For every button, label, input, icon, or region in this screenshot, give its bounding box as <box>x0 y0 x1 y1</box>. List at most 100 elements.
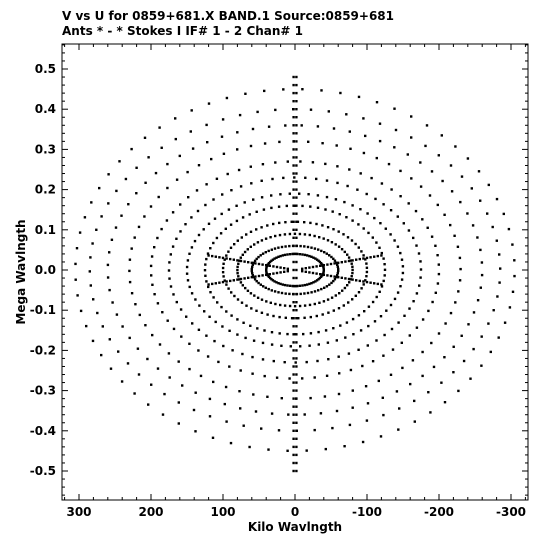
uv-point <box>332 309 335 312</box>
uv-point <box>151 333 154 337</box>
uv-point <box>295 373 298 376</box>
uv-point <box>221 280 225 284</box>
uv-point <box>279 254 282 258</box>
uv-point <box>74 278 77 281</box>
uv-point <box>244 336 247 340</box>
uv-point <box>130 147 133 151</box>
uv-point <box>343 200 346 204</box>
uv-point <box>215 236 219 240</box>
uv-point <box>303 292 306 295</box>
uv-point <box>109 367 113 370</box>
uv-point <box>274 108 277 112</box>
uv-point <box>350 239 354 242</box>
uv-point <box>286 332 289 336</box>
uv-point <box>275 376 279 379</box>
uv-point <box>334 243 337 246</box>
uv-point <box>267 262 271 265</box>
uv-point <box>292 445 295 449</box>
uv-point <box>330 281 333 285</box>
uv-point <box>250 269 253 273</box>
uv-point <box>114 226 118 229</box>
uv-point <box>367 231 370 235</box>
uv-point <box>292 244 295 248</box>
uv-point <box>320 287 323 291</box>
uv-point <box>297 317 300 320</box>
uv-point <box>197 164 201 167</box>
uv-point <box>513 259 516 262</box>
uv-point <box>486 212 489 215</box>
uv-point <box>346 236 350 239</box>
uv-point <box>364 134 367 138</box>
uv-point <box>348 281 351 284</box>
uv-point <box>270 278 273 281</box>
uv-point <box>85 324 88 328</box>
uv-point <box>441 179 444 183</box>
uv-point <box>407 202 410 205</box>
uv-point <box>350 275 353 278</box>
uv-point <box>345 321 349 324</box>
uv-point <box>410 136 413 139</box>
uv-point <box>317 248 320 251</box>
uv-point <box>374 197 377 201</box>
uv-point <box>120 380 124 383</box>
uv-point <box>179 203 182 206</box>
uv-point <box>277 291 280 294</box>
uv-point <box>401 265 405 268</box>
uv-point <box>246 289 250 292</box>
uv-point <box>357 223 360 226</box>
uv-point <box>399 195 402 198</box>
uv-point <box>227 287 230 290</box>
uv-point <box>261 358 265 361</box>
uv-point <box>270 343 274 346</box>
uv-point <box>251 127 255 131</box>
uv-point <box>177 401 180 404</box>
uv-point <box>249 324 252 327</box>
y-tick-label: -0.3 <box>30 384 56 398</box>
uv-point <box>211 254 214 258</box>
uv-point <box>249 144 253 148</box>
uv-point <box>498 253 501 256</box>
uv-point <box>412 236 415 240</box>
uv-point <box>449 223 452 227</box>
uv-point <box>168 261 171 264</box>
uv-point <box>452 371 455 374</box>
uv-point <box>263 329 266 332</box>
uv-point <box>375 101 379 104</box>
uv-point <box>437 332 441 335</box>
uv-point <box>106 263 110 267</box>
uv-point <box>224 227 227 230</box>
uv-point <box>160 146 163 149</box>
uv-point <box>337 230 340 233</box>
uv-point <box>333 275 336 278</box>
uv-point <box>295 429 298 432</box>
uv-point <box>399 251 402 255</box>
uv-point <box>421 374 424 378</box>
uv-point <box>434 291 437 294</box>
uv-point <box>277 282 280 285</box>
uv-point <box>295 357 298 360</box>
uv-point <box>354 242 357 246</box>
uv-point <box>454 301 457 304</box>
uv-point <box>292 188 295 191</box>
uv-point <box>406 153 409 156</box>
uv-point <box>351 219 354 222</box>
uv-point <box>133 392 136 395</box>
uv-point <box>96 311 99 315</box>
uv-point <box>192 408 196 412</box>
uv-point <box>269 236 272 239</box>
uv-point <box>295 228 298 231</box>
uv-point <box>419 161 422 164</box>
y-tick-label: 0.1 <box>35 223 56 237</box>
uv-point <box>150 274 153 277</box>
uv-point <box>315 272 318 275</box>
uv-point <box>322 266 325 269</box>
uv-point <box>272 222 275 226</box>
uv-point <box>135 166 138 169</box>
uv-point <box>362 283 365 286</box>
uv-point <box>158 126 161 129</box>
uv-point <box>303 221 306 224</box>
uv-point <box>293 252 297 256</box>
uv-point <box>367 324 370 328</box>
uv-point <box>309 205 312 208</box>
uv-point <box>346 284 349 287</box>
